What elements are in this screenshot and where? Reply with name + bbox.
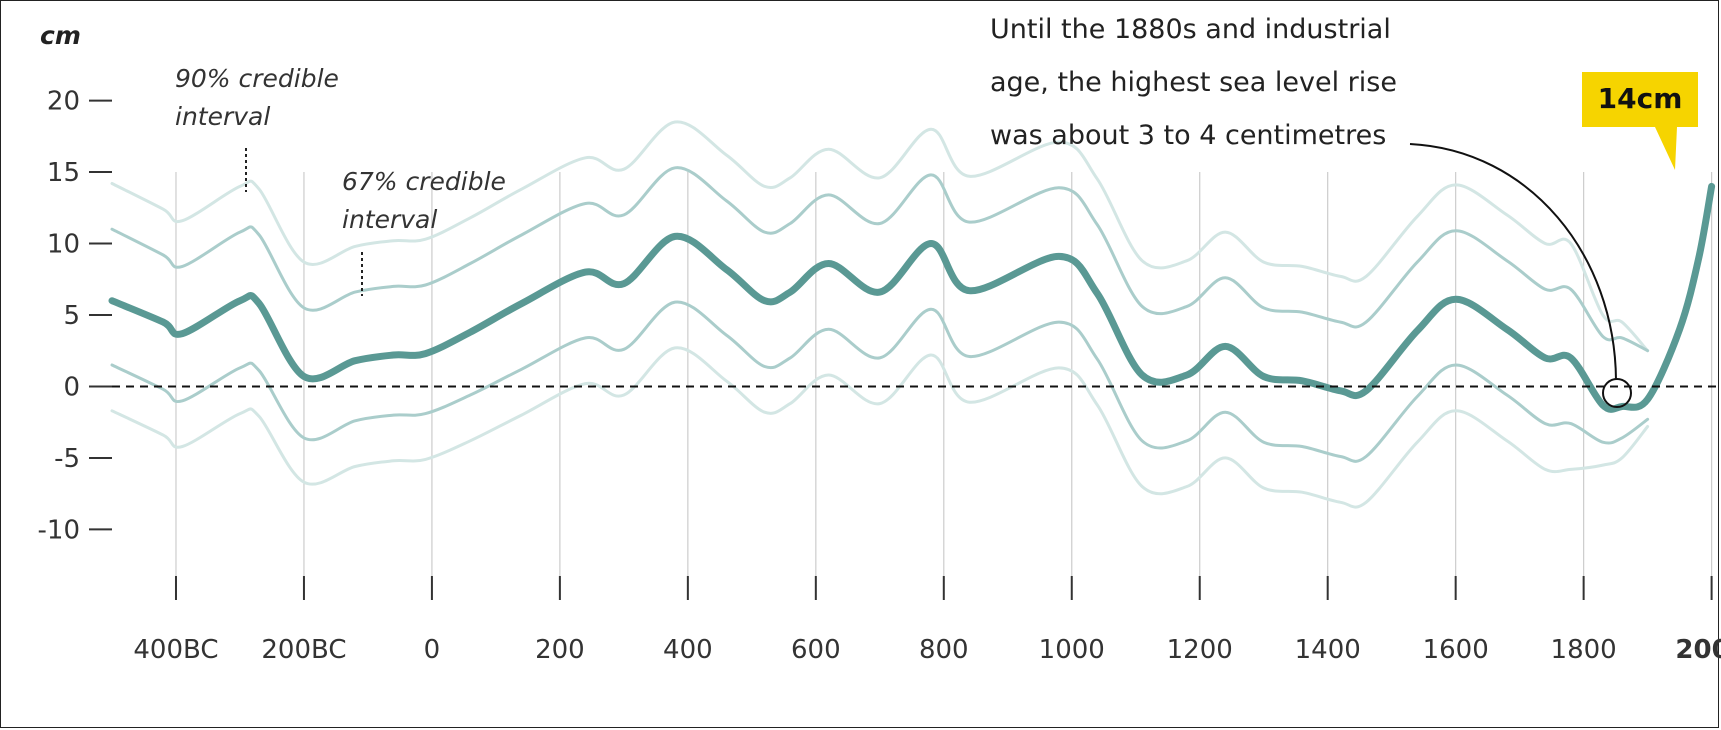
annotation-90-line1: 90% credible (175, 64, 339, 93)
y-tick-label: 10 (47, 230, 80, 260)
y-tick-label: 15 (47, 158, 80, 188)
threshold-marker (1602, 378, 1632, 408)
y-tick-label: 0 (63, 372, 80, 402)
grid-layer (175, 172, 1713, 588)
series-67-lower (110, 300, 1650, 463)
value-callout: 14cm (1582, 72, 1698, 170)
x-tick-label: 800 (919, 635, 969, 665)
annotation-67-line1: 67% credible (342, 167, 506, 196)
annotation-67: 67% credible interval (342, 167, 506, 296)
industrial-note-leader (1409, 143, 1617, 381)
y-tick-label: -10 (38, 515, 80, 545)
axis-layer: 400BC 200BC 0 200 400 600 800 1000 1200 1400 1600 1… (38, 87, 1721, 665)
x-tick-label: 200BC (261, 635, 346, 665)
annotation-67-line2: interval (342, 205, 437, 234)
y-tick-label: 20 (47, 87, 80, 117)
series-67-upper (110, 166, 1650, 353)
series-layer (108, 120, 1716, 509)
industrial-note-line3: was about 3 to 4 centimetres (990, 120, 1386, 151)
y-unit-label: cm (40, 21, 81, 50)
annotation-90-line2: interval (175, 102, 270, 131)
annotation-90: 90% credible interval (175, 64, 339, 192)
y-tick-label: -5 (54, 444, 80, 474)
series-90-lower (110, 346, 1650, 509)
x-tick-label: 600 (791, 635, 841, 665)
x-tick-label: 1400 (1295, 635, 1361, 665)
x-tick-label: 400 (663, 635, 713, 665)
value-callout-text: 14cm (1598, 82, 1683, 115)
x-tick-label: 200 (535, 635, 585, 665)
x-tick-label: 0 (424, 635, 441, 665)
industrial-note: Until the 1880s and industrial age, the … (990, 14, 1632, 408)
x-tick-label: 2000 (1675, 635, 1721, 665)
industrial-note-line2: age, the highest sea level rise (990, 67, 1397, 98)
series-central-estimate (108, 182, 1716, 413)
y-tick-label: 5 (63, 301, 80, 331)
series-90-upper (110, 120, 1650, 353)
value-callout-box (1582, 72, 1698, 170)
x-tick-label: 1200 (1167, 635, 1233, 665)
x-tick-label: 1600 (1423, 635, 1489, 665)
x-tick-label: 1800 (1551, 635, 1617, 665)
x-tick-label: 1000 (1039, 635, 1105, 665)
x-tick-label: 400BC (133, 635, 218, 665)
industrial-note-line1: Until the 1880s and industrial (990, 14, 1391, 45)
